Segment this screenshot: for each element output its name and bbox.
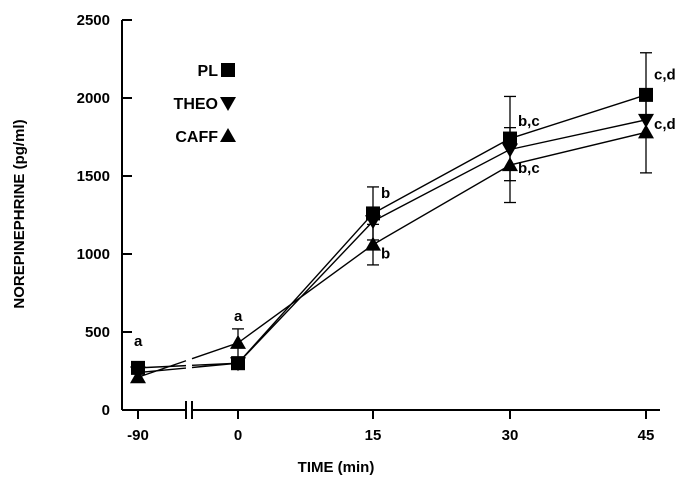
axes: 0 500 1000 1500 2000 2500 -90 0 15 30 45 (77, 12, 660, 444)
legend-marker-theo (220, 97, 236, 111)
legend-marker-pl (221, 63, 235, 77)
legend-item-theo: THEO (174, 96, 236, 113)
y-tick-label: 1000 (77, 246, 110, 263)
x-tick-label: 0 (234, 427, 242, 444)
data-point-theo (230, 357, 246, 372)
data-point-caff (638, 124, 654, 139)
data-point-caff (130, 369, 146, 384)
y-tick-label: 500 (85, 324, 110, 341)
legend-label: THEO (174, 96, 218, 113)
significance-annotation: b,c (518, 160, 540, 177)
significance-annotation: a (134, 333, 143, 350)
y-tick-label: 0 (102, 402, 110, 419)
data-point-pl (639, 87, 653, 102)
y-axis-title: NOREPINEPHRINE (pg/ml) (11, 119, 28, 308)
legend-marker-caff (220, 128, 236, 142)
x-axis-title: TIME (min) (298, 459, 375, 476)
data-point-theo (502, 143, 518, 158)
data-point-caff (230, 334, 246, 349)
marker-layer (130, 87, 654, 384)
y-tick-label: 1500 (77, 168, 110, 185)
significance-annotation: b (381, 185, 390, 202)
significance-annotation: c,d (654, 66, 676, 83)
legend: PL THEO CAFF (174, 63, 236, 146)
significance-annotation: b,c (518, 113, 540, 130)
y-tick-label: 2500 (77, 12, 110, 29)
legend-item-pl: PL (198, 63, 235, 80)
x-tick-label: 30 (502, 427, 519, 444)
x-tick-label: 45 (638, 427, 655, 444)
legend-label: CAFF (175, 129, 218, 146)
legend-label: PL (198, 63, 219, 80)
x-tick-label: -90 (127, 427, 149, 444)
series-line-theo (137, 119, 647, 374)
series-line-caff (137, 131, 647, 378)
data-point-caff (502, 157, 518, 172)
significance-annotation: a (234, 308, 243, 325)
legend-item-caff: CAFF (175, 128, 236, 146)
x-tick-label: 15 (365, 427, 382, 444)
data-point-pl (503, 131, 517, 146)
y-tick-label: 2000 (77, 90, 110, 107)
significance-annotation: c,d (654, 116, 676, 133)
data-point-theo (365, 215, 381, 230)
data-point-caff (365, 236, 381, 251)
significance-annotation: b (381, 246, 390, 263)
annotation-layer: a a b b b,c b,c c,d c,d (134, 66, 676, 350)
data-point-theo (638, 113, 654, 128)
